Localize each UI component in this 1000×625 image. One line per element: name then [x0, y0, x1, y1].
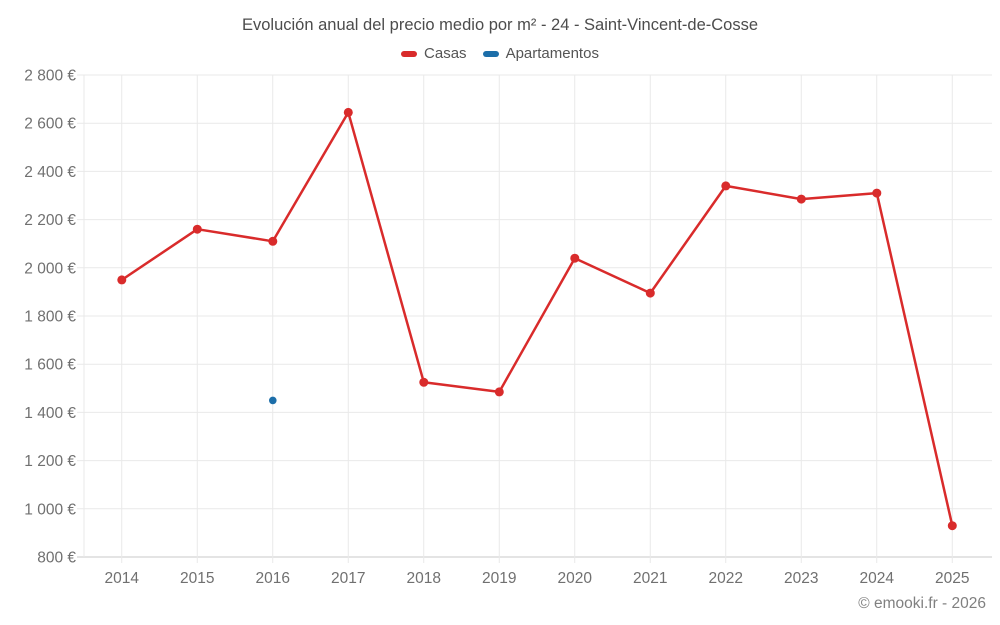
casas-point-2025[interactable] — [947, 521, 957, 531]
casas-point-2022[interactable] — [721, 181, 731, 191]
casas-point-2021[interactable] — [645, 288, 655, 298]
casas-legend-marker-icon — [401, 50, 418, 57]
casas-legend-label: Casas — [424, 45, 467, 62]
x-tick-label: 2019 — [482, 570, 516, 587]
chart-title: Evolución anual del precio medio por m² … — [241, 16, 759, 34]
casas-point-2019[interactable] — [494, 387, 504, 397]
x-tick-label: 2025 — [935, 570, 969, 587]
casas-point-2014[interactable] — [117, 275, 127, 285]
x-tick-label: 2014 — [105, 570, 140, 587]
y-tick-label: 2 800 € — [24, 68, 76, 85]
y-tick-label: 1 600 € — [24, 357, 76, 374]
legend-item-casas[interactable]: Casas — [401, 45, 467, 62]
casas-point-2023[interactable] — [796, 194, 806, 204]
casas-point-2018[interactable] — [419, 377, 429, 387]
apartamentos-point-2016[interactable] — [269, 396, 277, 405]
x-tick-label: 2024 — [860, 570, 895, 587]
casas-point-2024[interactable] — [872, 188, 882, 198]
casas-point-2020[interactable] — [570, 253, 580, 263]
x-tick-label: 2022 — [709, 570, 743, 587]
chart-legend: Casas Apartamentos — [0, 45, 1000, 62]
casas-point-2017[interactable] — [343, 107, 353, 117]
y-tick-label: 1 400 € — [24, 405, 76, 422]
x-tick-label: 2015 — [180, 570, 214, 587]
casas-point-2016[interactable] — [268, 236, 278, 246]
apartamentos-legend-label: Apartamentos — [505, 45, 599, 62]
x-tick-label: 2021 — [633, 570, 667, 587]
casas-line — [120, 111, 954, 527]
x-tick-label: 2018 — [407, 570, 441, 587]
y-tick-label: 1 800 € — [24, 309, 76, 326]
copyright-credit: © emooki.fr - 2026 — [858, 595, 986, 612]
x-tick-label: 2017 — [331, 570, 365, 587]
y-tick-label: 2 000 € — [24, 260, 76, 277]
y-tick-label: 1 000 € — [24, 501, 76, 518]
y-tick-label: 2 400 € — [24, 164, 76, 181]
casas-point-2015[interactable] — [192, 224, 202, 234]
x-tick-label: 2020 — [558, 570, 593, 587]
apartamentos-legend-marker-icon — [482, 50, 499, 57]
y-tick-label: 2 200 € — [24, 212, 76, 229]
y-tick-label: 800 € — [37, 550, 76, 567]
y-tick-label: 1 200 € — [24, 453, 76, 470]
x-tick-label: 2023 — [784, 570, 818, 587]
x-tick-label: 2016 — [256, 570, 290, 587]
y-tick-label: 2 600 € — [24, 116, 76, 133]
legend-item-apartamentos[interactable]: Apartamentos — [482, 45, 599, 62]
